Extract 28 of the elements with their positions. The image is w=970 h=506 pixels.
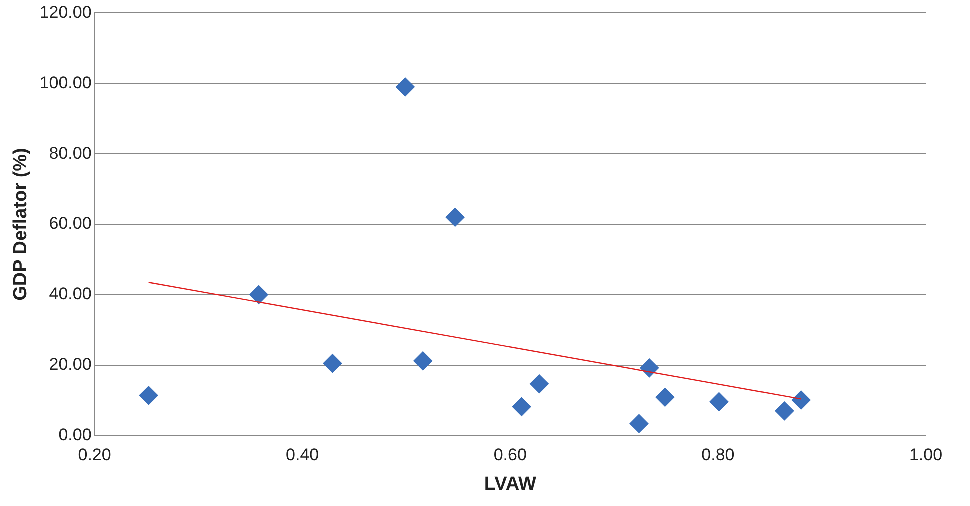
y-tick-label: 120.00 — [40, 2, 92, 22]
y-tick-label: 20.00 — [49, 355, 92, 374]
point — [792, 390, 811, 410]
point — [323, 354, 342, 374]
point — [446, 208, 465, 227]
point — [414, 352, 433, 371]
x-tick-label: 0.20 — [78, 446, 112, 465]
point — [530, 374, 549, 394]
point — [139, 386, 158, 406]
point — [710, 392, 729, 412]
point — [512, 397, 532, 416]
x-tick-label: 0.80 — [702, 446, 735, 465]
x-tick-label: 1.00 — [909, 446, 943, 465]
y-tick-label: 100.00 — [40, 73, 92, 92]
point — [249, 285, 268, 304]
y-axis-title: GDP Deflator (%) — [10, 148, 32, 301]
point — [656, 388, 675, 407]
point — [630, 414, 649, 434]
point — [396, 78, 415, 97]
x-tick-label: 0.40 — [286, 446, 320, 465]
point — [775, 402, 794, 421]
y-tick-label: 0.00 — [58, 425, 92, 444]
x-axis-title: LVAW — [484, 474, 536, 495]
y-tick-label: 40.00 — [49, 284, 92, 304]
y-tick-label: 80.00 — [49, 144, 92, 163]
x-tick-label: 0.60 — [494, 446, 527, 465]
point — [640, 358, 660, 378]
y-tick-label: 60.00 — [49, 214, 92, 234]
